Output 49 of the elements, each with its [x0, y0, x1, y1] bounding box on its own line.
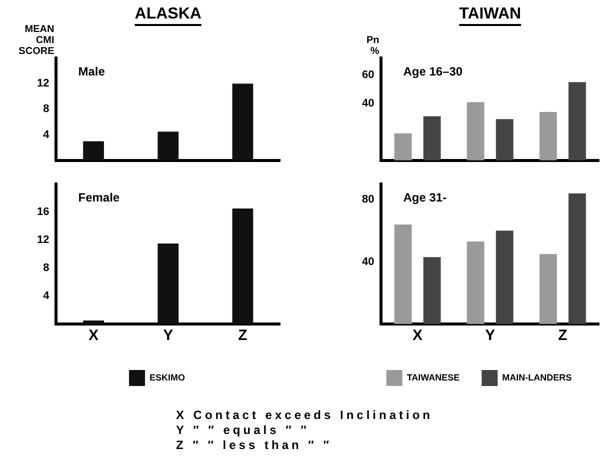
y-tick-label: 8: [43, 262, 50, 274]
x-tick-label: X: [412, 327, 423, 344]
y-tick-label: 12: [36, 234, 50, 246]
bar: [158, 132, 179, 160]
y-tick-label: 4: [43, 290, 50, 302]
y-tick-label: 16: [36, 206, 50, 218]
text: Age 16–30: [403, 64, 463, 78]
y-tick-label: 40: [362, 98, 374, 110]
x-tick-label: Y: [163, 327, 174, 344]
y-tick-label: 4: [43, 128, 50, 141]
text: Age 31-: [403, 190, 447, 204]
bar: [466, 102, 484, 160]
bar: [83, 141, 104, 160]
y-axis-title: MEAN CMI SCORE: [18, 24, 55, 57]
text: Male: [78, 64, 106, 78]
x-tick-label: Z: [238, 327, 248, 344]
bar: [83, 320, 104, 324]
bar: [394, 133, 412, 160]
bar: [232, 84, 254, 160]
bar: [539, 254, 557, 324]
y-tick-label: 40: [362, 256, 374, 268]
text: Female: [78, 190, 120, 204]
x-tick-label: X: [88, 327, 99, 344]
legend-label: MAIN-LANDERS: [502, 372, 572, 382]
legend-label: TAIWANESE: [406, 372, 460, 382]
bar: [158, 244, 179, 324]
bar: [423, 257, 441, 324]
x-tick-label: Z: [558, 327, 568, 344]
bar: [232, 208, 254, 324]
y-tick-label: 60: [362, 69, 374, 82]
text: Z ″ ″ less than ″ ″: [176, 438, 333, 453]
chart-title: ALASKA: [134, 5, 202, 22]
bar: [394, 224, 412, 324]
bar: [496, 119, 514, 160]
text: X Contact exceeds Inclination: [176, 408, 434, 423]
y-tick-label: 12: [36, 78, 50, 90]
bar: [568, 82, 586, 160]
legend-label: ESKIMO: [150, 372, 186, 382]
bar: [466, 242, 484, 324]
bar: [539, 112, 557, 160]
bar: [423, 116, 441, 160]
x-tick-label: Y: [485, 327, 496, 344]
bar: [496, 230, 514, 324]
bar: [568, 193, 586, 324]
text: Y ″ ″ equals ″ ″: [176, 423, 310, 438]
y-tick-label: 8: [43, 103, 50, 116]
chart-title: TAIWAN: [459, 5, 522, 22]
y-tick-label: 80: [362, 194, 374, 206]
y-axis-title: Pn %: [366, 34, 380, 57]
